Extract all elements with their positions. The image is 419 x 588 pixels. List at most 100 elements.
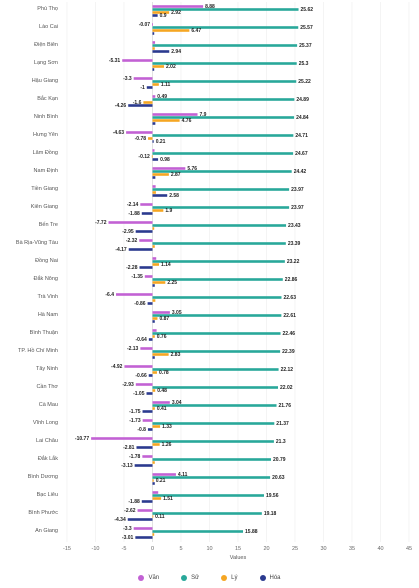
data-label: 22.63 — [283, 295, 296, 301]
data-label: 3.05 — [172, 310, 182, 316]
x-tick-label: 15 — [235, 546, 241, 552]
category-label: Kiên Giang — [31, 204, 58, 210]
bar — [152, 185, 156, 188]
legend-item[interactable]: Văn — [138, 575, 159, 581]
data-label: 23.97 — [291, 205, 304, 211]
bar — [152, 515, 154, 518]
bar — [152, 257, 157, 260]
data-label: 0.78 — [159, 370, 169, 376]
bar — [152, 389, 156, 392]
bar — [152, 167, 186, 170]
bar — [152, 404, 277, 407]
bar — [152, 497, 162, 500]
bar — [152, 26, 299, 29]
data-label: 22.02 — [280, 385, 293, 391]
category-label: Cần Thơ — [36, 384, 58, 390]
bar — [152, 32, 155, 35]
bar — [152, 458, 272, 461]
x-tick-label: -5 — [122, 546, 127, 552]
data-label: 0.48 — [157, 388, 167, 394]
category-label: TP. Hồ Chí Minh — [18, 348, 58, 354]
data-label: 25.22 — [298, 79, 311, 85]
data-label: 22.12 — [281, 367, 294, 373]
x-tick-label: -15 — [63, 546, 71, 552]
bar — [152, 443, 160, 446]
category-label: An Giang — [35, 528, 58, 534]
data-label: 1.14 — [161, 262, 171, 268]
category-label: Nam Định — [34, 168, 58, 174]
data-label: -3.3 — [123, 526, 132, 532]
data-label: -1.88 — [128, 499, 140, 505]
bar — [108, 221, 153, 224]
bar — [139, 239, 153, 242]
bar — [152, 8, 299, 11]
bar — [126, 131, 153, 134]
x-tick-label: 0 — [151, 546, 154, 552]
bar — [152, 68, 155, 71]
legend-item[interactable]: Lý — [221, 575, 238, 581]
bar — [147, 428, 153, 431]
category-label: Lâm Đồng — [33, 150, 58, 156]
data-label: 0.98 — [160, 157, 170, 163]
legend-label: Văn — [148, 575, 160, 581]
bar — [152, 83, 159, 86]
legend-item[interactable]: Sử — [181, 575, 199, 581]
category-label: Ninh Bình — [34, 114, 58, 120]
bar — [152, 5, 204, 8]
data-label: -0.86 — [134, 301, 146, 307]
category-label: Hà Nam — [38, 312, 59, 318]
x-tick-label: 40 — [377, 546, 383, 552]
bar — [152, 29, 190, 32]
bar — [122, 59, 153, 62]
x-tick-label: 5 — [179, 546, 182, 552]
data-label: 22.61 — [283, 313, 296, 319]
bar — [148, 137, 153, 140]
category-label: Bình Thuận — [30, 330, 58, 336]
x-tick-label: 30 — [320, 546, 326, 552]
category-label: Lào Cai — [39, 24, 58, 30]
bar — [152, 224, 287, 227]
data-label: -1 — [140, 85, 145, 91]
bar — [128, 104, 153, 107]
data-label: 24.89 — [296, 97, 309, 103]
bar — [152, 62, 297, 65]
data-label: -2.62 — [124, 508, 136, 514]
bar — [152, 401, 170, 404]
x-tick-label: 25 — [292, 546, 298, 552]
bar — [142, 455, 153, 458]
x-tick-label: -10 — [92, 546, 100, 552]
data-label: 25.62 — [301, 7, 314, 13]
data-label: -0.64 — [135, 337, 147, 343]
data-label: -1.75 — [129, 409, 141, 415]
bar — [152, 491, 159, 494]
category-label: Bình Dương — [28, 474, 58, 480]
category-label: Hậu Giang — [32, 78, 58, 84]
category-label: Bắc Kạn — [37, 95, 58, 102]
data-label: -0.8 — [137, 427, 146, 433]
category-label: Cà Mau — [39, 402, 58, 408]
bar — [124, 365, 153, 368]
data-label: 15.88 — [245, 529, 258, 535]
bar — [152, 482, 155, 485]
data-label: 0.21 — [156, 478, 166, 484]
legend-marker — [138, 575, 145, 581]
bar — [148, 374, 153, 377]
category-label: Đắk Lắk — [38, 455, 58, 462]
legend-item[interactable]: Hóa — [259, 575, 281, 581]
data-label: 3.04 — [172, 400, 182, 406]
category-label: Tây Ninh — [36, 366, 58, 372]
bar — [152, 98, 295, 101]
category-label: Hưng Yên — [33, 132, 58, 138]
bar — [152, 11, 170, 14]
data-label: -1.6 — [133, 100, 142, 106]
legend-label: Hóa — [269, 575, 281, 581]
bar — [142, 410, 153, 413]
data-label: 5.76 — [187, 166, 197, 172]
bar — [152, 176, 156, 179]
data-label: 2.87 — [171, 172, 181, 178]
data-label: 0.49 — [157, 94, 167, 100]
data-label: -3.01 — [122, 535, 134, 541]
bar — [91, 437, 153, 440]
data-label: 21.37 — [276, 421, 289, 427]
category-label: Bình Phước — [28, 510, 58, 516]
